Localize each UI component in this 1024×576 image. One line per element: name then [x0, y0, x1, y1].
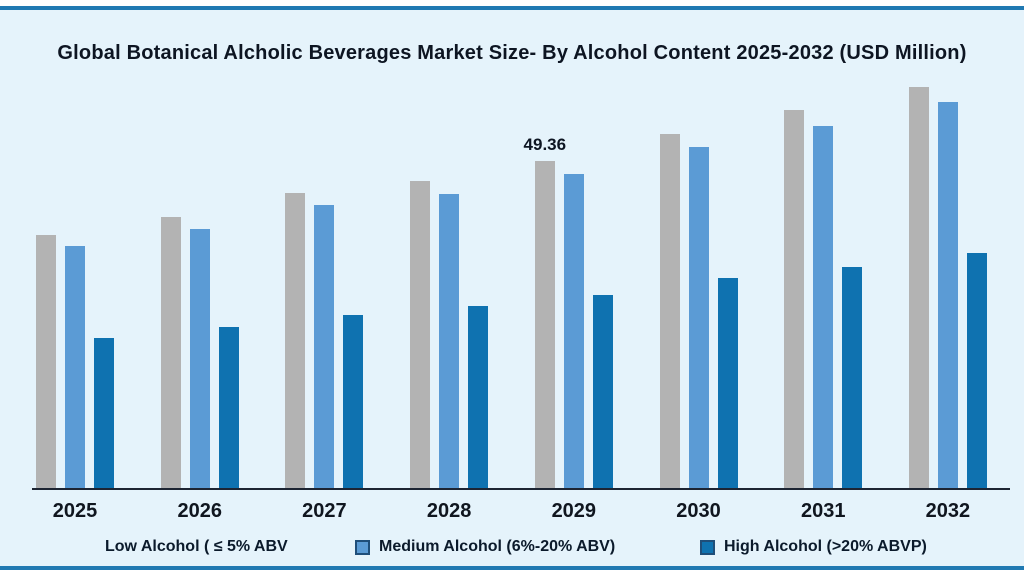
bar-2032-series2: [966, 252, 987, 488]
bar-2025-series2: [94, 338, 114, 488]
legend-label-low: Low Alcohol ( ≤ 5% ABV: [105, 538, 288, 555]
bar-2026-series1: [189, 229, 210, 488]
legend-swatch-medium: [355, 539, 370, 555]
chart-canvas: Global Botanical Alcholic Beverages Mark…: [0, 10, 1024, 566]
x-axis-label-2030: 2030: [676, 500, 721, 522]
bar-group-2030: 2030: [659, 134, 738, 522]
bar-2026-series0: [160, 217, 181, 488]
legend-label-medium: Medium Alcohol (6%-20% ABV): [379, 538, 616, 555]
legend-label-high: High Alcohol (>20% ABVP): [724, 538, 927, 555]
legend-item-medium-alcohol: Medium Alcohol (6%-20% ABV): [355, 538, 615, 556]
bar-2029-series1: [563, 174, 584, 488]
bar-2028-series1: [439, 193, 460, 488]
x-axis-label-2027: 2027: [302, 500, 347, 522]
x-axis-line: [32, 488, 1010, 490]
bar-2027-series2: [343, 315, 364, 488]
bar-2029-series2: [592, 295, 613, 488]
bar-2028-series2: [468, 305, 489, 488]
bar-group-2029: 49.36 2029: [524, 135, 613, 522]
bar-2025-series1: [65, 246, 85, 488]
bar-2029-series0: 49.36: [524, 135, 566, 488]
data-label: 49.36: [523, 135, 567, 154]
x-axis-label-2029: 2029: [551, 500, 597, 522]
x-axis-label-2025: 2025: [52, 500, 98, 522]
bar-2031-series0: [784, 109, 805, 488]
bar-group-2027: 2027: [285, 193, 364, 522]
bottom-border-rule: [0, 566, 1024, 570]
bar-2030-series2: [717, 278, 738, 488]
x-axis-label-2031: 2031: [800, 500, 846, 522]
bar-group-2026: 2026: [160, 217, 239, 522]
top-border-rule: [0, 6, 1024, 10]
bar-2031-series1: [813, 126, 834, 488]
bar-2027-series1: [314, 205, 335, 488]
bar-group-2028: 2028: [410, 181, 489, 522]
bar-2030-series0: [659, 134, 680, 488]
legend-swatch-high: [700, 539, 715, 555]
bar-2028-series0: [410, 181, 431, 488]
bar-2030-series1: [688, 146, 709, 488]
bar-2031-series2: [842, 266, 863, 488]
bar-2032-series1: [937, 101, 958, 488]
bar-2026-series2: [218, 327, 239, 488]
x-axis-label-2032: 2032: [925, 500, 971, 522]
x-axis-label-2026: 2026: [177, 500, 222, 522]
plot-area: 2025 2026 2027 2028 49.36 2029 2030 2031 2032: [32, 10, 1010, 522]
bar-group-2031: 2031: [784, 109, 863, 522]
chart-title: Global Botanical Alcholic Beverages Mark…: [57, 42, 967, 64]
legend-item-low-alcohol: Low Alcohol ( ≤ 5% ABV: [105, 538, 288, 556]
bar-2032-series0: [908, 87, 929, 488]
bar-2025-series0: [36, 234, 56, 488]
bar-group-2032: 2032: [908, 87, 987, 522]
x-axis-label-2028: 2028: [426, 500, 472, 522]
bar-group-2025: 2025: [36, 234, 114, 522]
legend-item-high-alcohol: High Alcohol (>20% ABVP): [700, 538, 927, 556]
bar-2027-series0: [285, 193, 306, 488]
